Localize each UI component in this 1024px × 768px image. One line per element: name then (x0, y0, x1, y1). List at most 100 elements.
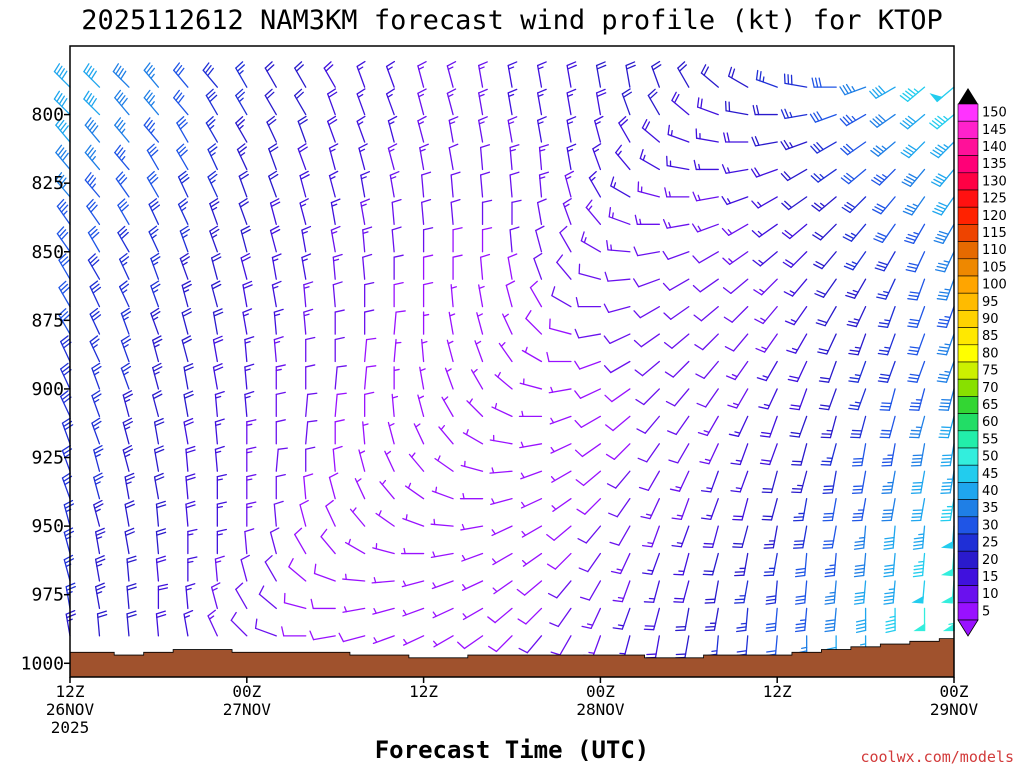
wind-barb (115, 171, 130, 198)
barb-half (590, 176, 596, 182)
barb-full (845, 294, 856, 299)
wind-barb (546, 351, 572, 363)
barb-full (123, 393, 133, 400)
barb-full (332, 253, 343, 258)
barb-full (692, 284, 701, 293)
barb-full (509, 171, 520, 176)
barb-full (268, 170, 278, 177)
barb-full (450, 198, 461, 204)
barb-full (211, 256, 222, 262)
barb-full (621, 88, 631, 95)
wind-barb (794, 552, 808, 578)
wind-barb (525, 310, 543, 335)
wind-barb (721, 164, 749, 174)
barb-full (177, 198, 187, 206)
barb-full (154, 448, 165, 454)
barb-staff (699, 278, 719, 293)
barb-full (85, 65, 92, 75)
wind-barb (578, 552, 602, 573)
wind-barb (431, 580, 454, 590)
barb-full (809, 113, 817, 123)
barb-full (841, 206, 851, 214)
barb-full (210, 280, 221, 287)
barb-full (84, 117, 92, 126)
barb-full (878, 261, 889, 266)
barb-full (235, 582, 244, 591)
wind-barb (281, 626, 307, 637)
barb-full (153, 417, 164, 423)
wind-barb (474, 340, 484, 363)
barb-full (452, 227, 463, 231)
x-tick-label: 26NOV (46, 700, 95, 719)
barb-staff (669, 278, 690, 291)
barb-full (876, 296, 887, 300)
credit-link[interactable]: coolwx.com/models (860, 748, 1014, 766)
wind-barb (112, 63, 130, 88)
barb-full (125, 476, 135, 482)
barb-full (899, 95, 909, 102)
barb-full (479, 253, 491, 258)
barb-full (156, 504, 167, 509)
wind-barb (210, 253, 222, 280)
barb-staff (611, 388, 631, 403)
barb-half (539, 148, 546, 152)
barb-full (271, 253, 282, 259)
wind-barb (422, 227, 434, 253)
barb-full (574, 360, 581, 370)
x-tick-label: 00Z (940, 682, 969, 701)
wind-barb (114, 89, 130, 116)
barb-half (461, 523, 465, 530)
barb-full (754, 318, 764, 325)
barb-half (446, 368, 452, 373)
barb-full (487, 616, 496, 624)
barb-half (403, 638, 408, 645)
wind-barb (268, 170, 279, 198)
wind-barb (610, 552, 631, 575)
wind-barb (815, 305, 837, 327)
wind-barb (885, 607, 896, 634)
wind-barb (549, 318, 572, 335)
barb-staff (610, 360, 631, 374)
barb-full (91, 125, 99, 134)
wind-barb (693, 159, 719, 171)
barb-full (149, 228, 159, 236)
barb-full (150, 307, 160, 315)
barb-full (90, 283, 100, 291)
barb-full (180, 256, 190, 263)
barb-full (143, 62, 151, 71)
barb-full (845, 262, 856, 268)
barb-staff (704, 388, 719, 408)
barb-full (795, 626, 806, 629)
wind-barb (413, 423, 425, 445)
colorbar-label: 65 (982, 398, 999, 413)
barb-full (478, 116, 488, 122)
barb-half (918, 533, 925, 536)
barb-full (267, 118, 277, 126)
barb-full (908, 322, 919, 325)
barb-full (89, 122, 97, 132)
wind-barb (606, 240, 631, 253)
barb-half (402, 580, 407, 587)
wind-barb (583, 635, 602, 658)
barb-full (547, 592, 558, 599)
barb-half (850, 232, 857, 237)
barb-full (299, 499, 309, 506)
barb-staff (670, 305, 690, 320)
barb-half (373, 607, 377, 614)
barb-full (239, 201, 249, 208)
barb-half (740, 622, 748, 625)
barb-full (907, 325, 918, 328)
barb-full (585, 199, 593, 209)
barb-full (580, 231, 585, 242)
wind-barb (730, 443, 749, 466)
wind-barb (907, 333, 926, 356)
colorbar-label: 105 (982, 260, 1007, 275)
barb-full (205, 88, 214, 97)
barb-half (944, 316, 951, 319)
barb-full (759, 462, 771, 466)
barb-full (905, 269, 916, 273)
wind-barb (936, 360, 955, 383)
barb-full (177, 67, 185, 77)
barb-full (873, 176, 883, 184)
